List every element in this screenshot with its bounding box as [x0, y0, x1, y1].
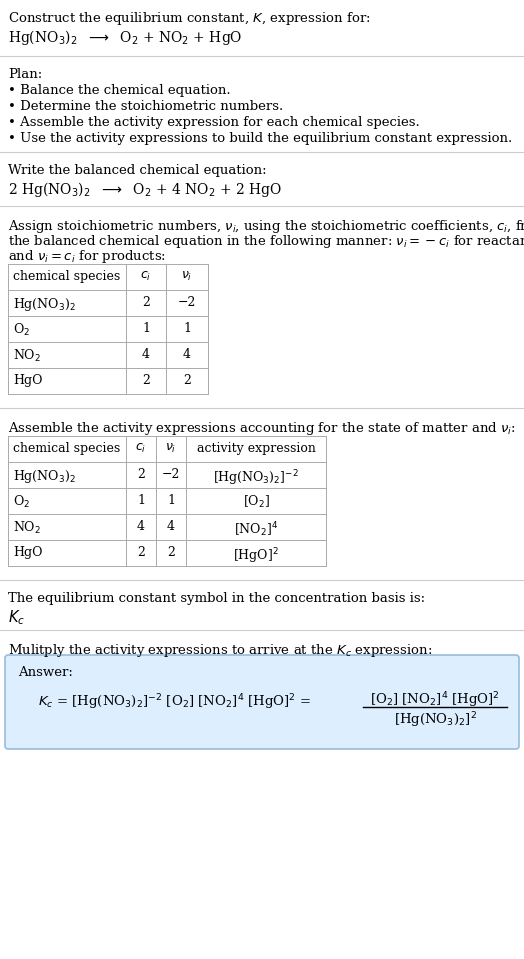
Text: 2: 2	[167, 546, 175, 559]
Text: $\nu_i$: $\nu_i$	[165, 442, 177, 456]
Text: • Assemble the activity expression for each chemical species.: • Assemble the activity expression for e…	[8, 116, 420, 129]
Text: [O$_2$] [NO$_2$]$^4$ [HgO]$^2$: [O$_2$] [NO$_2$]$^4$ [HgO]$^2$	[370, 690, 500, 710]
Text: activity expression: activity expression	[196, 442, 315, 455]
FancyBboxPatch shape	[5, 655, 519, 749]
Text: 2 Hg(NO$_3$)$_2$  $\longrightarrow$  O$_2$ + 4 NO$_2$ + 2 HgO: 2 Hg(NO$_3$)$_2$ $\longrightarrow$ O$_2$…	[8, 180, 282, 199]
Text: 1: 1	[137, 494, 145, 507]
Text: 2: 2	[142, 374, 150, 387]
Text: 1: 1	[142, 322, 150, 335]
Text: Hg(NO$_3$)$_2$  $\longrightarrow$  O$_2$ + NO$_2$ + HgO: Hg(NO$_3$)$_2$ $\longrightarrow$ O$_2$ +…	[8, 28, 243, 47]
Text: 4: 4	[167, 520, 175, 533]
Text: Assign stoichiometric numbers, $\nu_i$, using the stoichiometric coefficients, $: Assign stoichiometric numbers, $\nu_i$, …	[8, 218, 524, 235]
Text: 2: 2	[183, 374, 191, 387]
Text: Hg(NO$_3$)$_2$: Hg(NO$_3$)$_2$	[13, 468, 75, 485]
Text: −2: −2	[162, 468, 180, 481]
Text: $K_c$: $K_c$	[8, 608, 25, 626]
Text: the balanced chemical equation in the following manner: $\nu_i = -c_i$ for react: the balanced chemical equation in the fo…	[8, 233, 524, 250]
Text: HgO: HgO	[13, 546, 42, 559]
Text: 4: 4	[137, 520, 145, 533]
Text: [Hg(NO$_3$)$_2$]$^{-2}$: [Hg(NO$_3$)$_2$]$^{-2}$	[213, 468, 299, 487]
Text: [Hg(NO$_3$)$_2$]$^2$: [Hg(NO$_3$)$_2$]$^2$	[394, 710, 476, 730]
Text: 4: 4	[142, 348, 150, 361]
Text: O$_2$: O$_2$	[13, 322, 30, 339]
Text: [HgO]$^2$: [HgO]$^2$	[233, 546, 279, 566]
Text: $c_i$: $c_i$	[135, 442, 147, 456]
Text: Construct the equilibrium constant, $K$, expression for:: Construct the equilibrium constant, $K$,…	[8, 10, 370, 27]
Text: Mulitply the activity expressions to arrive at the $K_c$ expression:: Mulitply the activity expressions to arr…	[8, 642, 432, 659]
Text: NO$_2$: NO$_2$	[13, 520, 41, 536]
Text: • Use the activity expressions to build the equilibrium constant expression.: • Use the activity expressions to build …	[8, 132, 512, 145]
Text: chemical species: chemical species	[13, 442, 120, 455]
Text: 2: 2	[137, 468, 145, 481]
Text: $\nu_i$: $\nu_i$	[181, 270, 193, 283]
Text: 2: 2	[142, 296, 150, 309]
Text: Assemble the activity expressions accounting for the state of matter and $\nu_i$: Assemble the activity expressions accoun…	[8, 420, 516, 437]
Text: • Balance the chemical equation.: • Balance the chemical equation.	[8, 84, 231, 97]
Text: and $\nu_i = c_i$ for products:: and $\nu_i = c_i$ for products:	[8, 248, 166, 265]
Text: $c_i$: $c_i$	[140, 270, 151, 283]
Text: Answer:: Answer:	[18, 666, 73, 679]
Text: Hg(NO$_3$)$_2$: Hg(NO$_3$)$_2$	[13, 296, 75, 313]
Text: NO$_2$: NO$_2$	[13, 348, 41, 364]
Text: 1: 1	[183, 322, 191, 335]
Text: 1: 1	[167, 494, 175, 507]
Text: chemical species: chemical species	[13, 270, 120, 283]
Text: $K_c$ = [Hg(NO$_3$)$_2$]$^{-2}$ [O$_2$] [NO$_2$]$^4$ [HgO]$^2$ =: $K_c$ = [Hg(NO$_3$)$_2$]$^{-2}$ [O$_2$] …	[38, 692, 311, 712]
Text: −2: −2	[178, 296, 196, 309]
Text: O$_2$: O$_2$	[13, 494, 30, 510]
Text: HgO: HgO	[13, 374, 42, 387]
Text: • Determine the stoichiometric numbers.: • Determine the stoichiometric numbers.	[8, 100, 283, 113]
Text: [NO$_2$]$^4$: [NO$_2$]$^4$	[234, 520, 278, 539]
Text: [O$_2$]: [O$_2$]	[243, 494, 269, 510]
Text: Write the balanced chemical equation:: Write the balanced chemical equation:	[8, 164, 267, 177]
Text: 4: 4	[183, 348, 191, 361]
Text: Plan:: Plan:	[8, 68, 42, 81]
Text: The equilibrium constant symbol in the concentration basis is:: The equilibrium constant symbol in the c…	[8, 592, 425, 605]
Text: 2: 2	[137, 546, 145, 559]
